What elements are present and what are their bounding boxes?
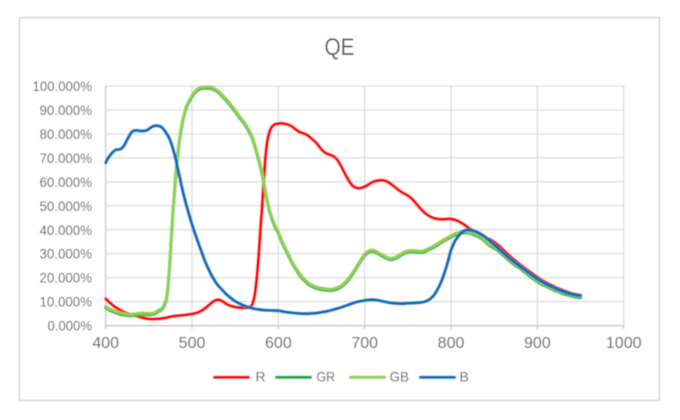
- svg-text:90.000%: 90.000%: [40, 102, 93, 118]
- svg-text:80.000%: 80.000%: [40, 126, 93, 142]
- svg-text:50.000%: 50.000%: [40, 198, 93, 214]
- svg-text:10.000%: 10.000%: [40, 294, 93, 310]
- svg-text:800: 800: [438, 335, 465, 352]
- svg-text:100.000%: 100.000%: [33, 78, 93, 94]
- svg-text:20.000%: 20.000%: [40, 270, 93, 286]
- svg-text:700: 700: [351, 335, 378, 352]
- svg-text:GB: GB: [390, 369, 410, 385]
- svg-text:900: 900: [524, 335, 551, 352]
- svg-text:30.000%: 30.000%: [40, 246, 93, 262]
- svg-text:500: 500: [179, 335, 206, 352]
- svg-text:GR: GR: [317, 369, 336, 385]
- svg-text:B: B: [460, 369, 469, 385]
- svg-text:1000: 1000: [606, 335, 642, 352]
- svg-text:60.000%: 60.000%: [40, 174, 93, 190]
- svg-text:600: 600: [265, 335, 292, 352]
- svg-text:70.000%: 70.000%: [40, 150, 93, 166]
- svg-text:40.000%: 40.000%: [40, 222, 93, 238]
- svg-text:0.000%: 0.000%: [48, 318, 93, 334]
- svg-text:400: 400: [92, 335, 119, 352]
- svg-text:QE: QE: [325, 34, 355, 61]
- svg-text:R: R: [256, 369, 266, 385]
